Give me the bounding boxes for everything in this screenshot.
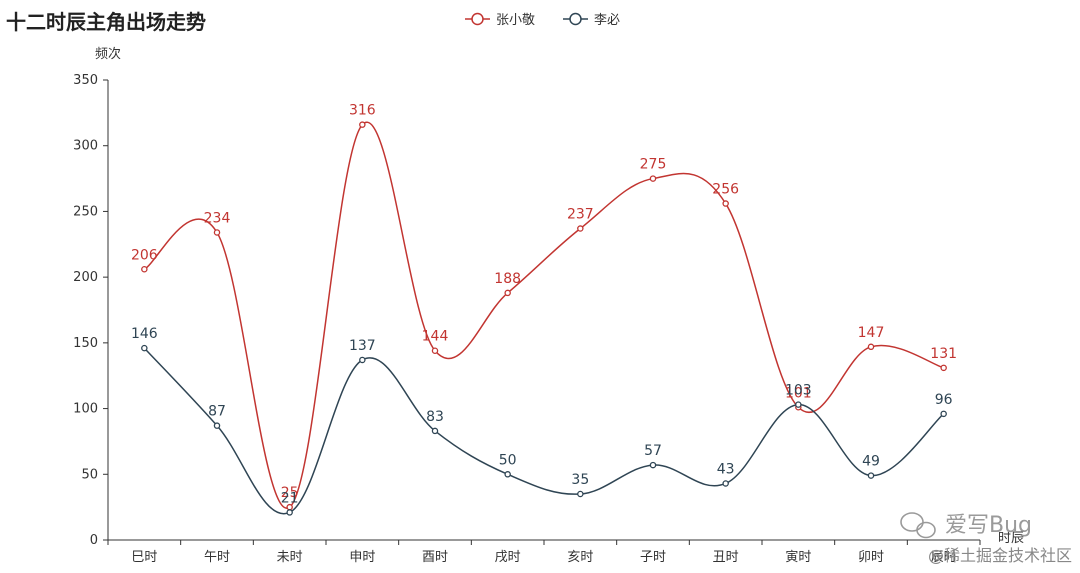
wechat-logo-icon: [900, 512, 936, 539]
data-label: 188: [494, 271, 521, 287]
data-point[interactable]: [722, 200, 729, 207]
data-label: 21: [281, 490, 299, 506]
data-label: 96: [935, 392, 953, 408]
watermark-title: 爱写Bug: [945, 513, 1032, 538]
data-label: 43: [717, 461, 735, 477]
data-label: 275: [640, 157, 667, 173]
y-tick-label: 300: [73, 139, 98, 154]
data-label: 144: [422, 329, 449, 345]
data-point[interactable]: [141, 266, 148, 273]
y-tick-label: 100: [73, 402, 98, 417]
data-point[interactable]: [213, 422, 221, 429]
data-point[interactable]: [286, 509, 293, 516]
legend-label: 李必: [594, 13, 620, 28]
axes: 0 50 100 150 200 250 300 350 巳时 午时 未时 申时 酉时 戌时 亥时 子时 丑时…: [73, 46, 1024, 565]
x-tick-label: 戌时: [495, 550, 521, 565]
x-tick-label: 丑时: [713, 550, 739, 565]
legend-label: 张小敬: [496, 12, 535, 28]
y-axis-label: 频次: [95, 46, 121, 62]
data-point[interactable]: [213, 229, 221, 236]
data-label: 146: [131, 326, 158, 342]
y-tick-label: 50: [81, 467, 98, 482]
data-point[interactable]: [940, 364, 947, 372]
data-point[interactable]: [867, 343, 875, 351]
data-point[interactable]: [431, 347, 439, 354]
x-tick-label: 辰时: [931, 550, 957, 565]
chart-title: 十二时辰主角出场走势: [6, 10, 206, 34]
data-point[interactable]: [649, 461, 657, 469]
watermark-subtitle: @稀土掘金技术社区: [928, 546, 1072, 565]
data-point[interactable]: [359, 121, 366, 128]
data-label: 256: [712, 182, 739, 198]
data-label: 147: [858, 325, 885, 341]
legend-item-1[interactable]: 张小敬: [465, 12, 535, 28]
data-label: 206: [131, 247, 158, 263]
x-tick-label: 巳时: [131, 550, 157, 565]
data-point[interactable]: [577, 490, 584, 498]
x-tick-label: 亥时: [567, 550, 593, 565]
data-label: 50: [499, 452, 517, 468]
data-point[interactable]: [795, 401, 802, 408]
x-tick-label: 申时: [349, 550, 375, 565]
data-label: 101: [785, 385, 812, 401]
data-point[interactable]: [940, 410, 947, 418]
series-line: [143, 347, 945, 515]
series-layer: 206 234 25 316 144 188 237 275 256 101 147 131 146 87…: [131, 103, 957, 516]
data-point[interactable]: [141, 344, 148, 352]
data-point[interactable]: [504, 289, 511, 297]
data-point[interactable]: [431, 427, 439, 435]
data-point[interactable]: [504, 471, 511, 478]
y-tick-label: 150: [73, 336, 98, 351]
data-label: 83: [426, 409, 444, 425]
x-tick-label: 未时: [277, 550, 303, 565]
y-tick-label: 350: [73, 73, 98, 88]
data-label: 237: [567, 207, 594, 223]
data-label: 49: [862, 454, 880, 470]
x-ticks: 巳时 午时 未时 申时 酉时 戌时 亥时 子时 丑时 寅时 卯时 辰时: [107, 540, 981, 565]
series-2: 146 87 21 137 83 50 35 57 43 103 49 96: [131, 326, 953, 516]
data-point[interactable]: [649, 175, 657, 182]
data-point[interactable]: [577, 225, 584, 232]
legend-marker-icon: [471, 12, 484, 26]
x-tick-label: 子时: [640, 550, 666, 565]
legend-marker-icon: [569, 12, 582, 26]
watermark: 爱写Bug @稀土掘金技术社区: [900, 512, 1072, 565]
data-point[interactable]: [867, 472, 875, 479]
data-label: 35: [571, 472, 589, 488]
y-ticks: 0 50 100 150 200 250 300 350: [73, 73, 108, 548]
x-axis-label: 时辰: [998, 531, 1024, 546]
x-tick-label: 午时: [204, 550, 230, 565]
y-tick-label: 0: [90, 533, 98, 548]
series-line: [143, 121, 944, 509]
data-point[interactable]: [359, 356, 366, 364]
data-label: 87: [208, 404, 226, 420]
data-label: 234: [204, 210, 231, 226]
legend-item-2[interactable]: 李必: [563, 12, 620, 28]
y-tick-label: 250: [73, 204, 98, 219]
legend: 张小敬 李必: [465, 12, 620, 28]
data-label: 131: [930, 346, 957, 362]
data-label: 103: [785, 383, 812, 399]
data-label: 25: [281, 485, 299, 501]
x-tick-label: 卯时: [858, 550, 884, 565]
x-tick-label: 寅时: [785, 549, 811, 565]
data-label: 137: [349, 338, 376, 354]
data-label: 57: [644, 443, 662, 459]
x-tick-label: 酉时: [422, 550, 448, 565]
data-label: 316: [349, 103, 376, 119]
y-tick-label: 200: [73, 270, 98, 285]
data-point[interactable]: [722, 480, 729, 487]
series-1: 206 234 25 316 144 188 237 275 256 101 147 131: [131, 103, 957, 511]
